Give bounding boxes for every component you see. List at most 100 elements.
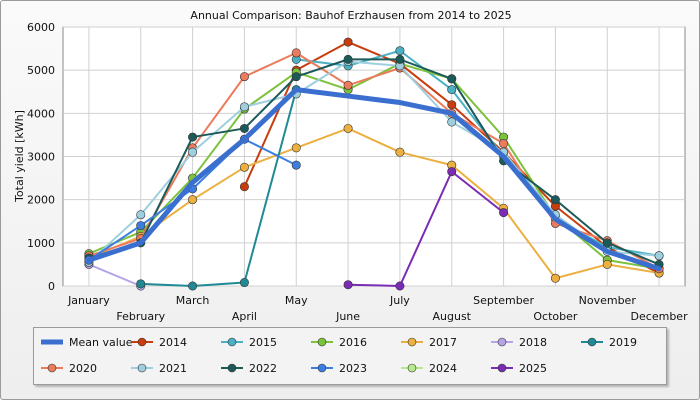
legend-swatch-icon [401, 363, 423, 373]
data-point [291, 160, 301, 170]
y-axis-label: Total yield [kWh] [13, 110, 26, 203]
data-point [136, 279, 146, 289]
data-point [239, 102, 249, 112]
x-tick-label: January [67, 294, 110, 307]
data-point [447, 85, 457, 95]
legend-item: 2016 [310, 332, 367, 352]
series-mean-value [86, 87, 662, 272]
data-point [291, 72, 301, 82]
legend-label: 2021 [159, 361, 187, 375]
legend-label: 2019 [609, 335, 637, 349]
data-point [343, 54, 353, 64]
legend-swatch-icon [221, 337, 243, 347]
legend-swatch-icon [491, 363, 513, 373]
y-tick-label: 5000 [27, 64, 55, 77]
series-line [295, 49, 661, 257]
data-point [395, 54, 405, 64]
legend-item: 2018 [490, 332, 547, 352]
legend-item: 2023 [310, 358, 367, 378]
data-point [239, 72, 249, 82]
data-point [291, 48, 301, 58]
legend-item: 2019 [580, 332, 637, 352]
legend-swatch-icon [41, 339, 63, 345]
y-tick-label: 1000 [27, 237, 55, 250]
x-tick-label: August [433, 310, 472, 323]
chart-title: Annual Comparison: Bauhof Erzhausen from… [190, 9, 511, 22]
data-point [395, 147, 405, 157]
y-tick-label: 0 [48, 280, 55, 293]
series-line [139, 88, 298, 287]
x-tick-label: September [473, 294, 534, 307]
data-point [395, 46, 405, 56]
legend-item: 2015 [220, 332, 277, 352]
x-tick-label: December [631, 310, 689, 323]
legend-swatch-icon [401, 337, 423, 347]
legend-label: 2015 [249, 335, 277, 349]
legend-item: 2024 [400, 358, 457, 378]
data-point [550, 195, 560, 205]
data-point [447, 100, 457, 110]
legend-item: Mean value [40, 332, 133, 352]
series-line [87, 58, 661, 266]
legend-swatch-icon [491, 337, 513, 347]
series-line [87, 127, 661, 280]
x-tick-label: November [579, 294, 637, 307]
plot-area: 0 1000 2000 3000 4000 5000 6000 January February… [27, 21, 688, 323]
x-tick-label: March [176, 294, 210, 307]
data-point [239, 162, 249, 172]
data-point [499, 208, 509, 218]
x-tick-label: February [116, 310, 165, 323]
legend: Mean value 2014 2015 2016 2017 2018 2019 2020 20… [33, 327, 667, 385]
data-point [447, 167, 457, 177]
x-tick-label: June [335, 310, 360, 323]
legend-label: 2023 [339, 361, 367, 375]
legend-label: 2025 [519, 361, 547, 375]
legend-label: 2014 [159, 335, 187, 349]
legend-item: 2022 [220, 358, 277, 378]
legend-item: 2017 [400, 332, 457, 352]
data-point [602, 238, 612, 248]
legend-swatch-icon [311, 337, 333, 347]
data-point [239, 278, 249, 288]
data-point [188, 195, 198, 205]
legend-label: 2024 [429, 361, 457, 375]
legend-item: 2014 [130, 332, 187, 352]
data-point [654, 251, 664, 261]
data-point [395, 281, 405, 291]
data-point [343, 280, 353, 290]
legend-item: 2021 [130, 358, 187, 378]
legend-label: 2016 [339, 335, 367, 349]
data-point [447, 74, 457, 84]
data-point [188, 132, 198, 142]
data-point [188, 281, 198, 291]
series-line [87, 60, 661, 264]
legend-swatch-icon [131, 363, 153, 373]
y-tick-label: 2000 [27, 194, 55, 207]
legend-label: 2022 [249, 361, 277, 375]
legend-item: 2025 [490, 358, 547, 378]
legend-item: 2020 [40, 358, 97, 378]
y-tick-label: 3000 [27, 151, 55, 164]
x-tick-label: October [533, 310, 577, 323]
legend-label: 2020 [69, 361, 97, 375]
data-point [291, 143, 301, 153]
legend-swatch-icon [41, 363, 63, 373]
series-2025 [343, 167, 509, 291]
legend-swatch-icon [581, 337, 603, 347]
data-point [188, 147, 198, 157]
data-point [136, 221, 146, 231]
legend-label: 2017 [429, 335, 457, 349]
legend-swatch-icon [131, 337, 153, 347]
data-point [239, 182, 249, 192]
legend-label: 2018 [519, 335, 547, 349]
data-point [343, 37, 353, 47]
data-point [550, 273, 560, 283]
legend-swatch-icon [311, 363, 333, 373]
x-tick-label: July [389, 294, 410, 307]
y-tick-label: 6000 [27, 21, 55, 34]
data-point [499, 139, 509, 149]
data-point [136, 210, 146, 220]
series-line [347, 170, 505, 287]
